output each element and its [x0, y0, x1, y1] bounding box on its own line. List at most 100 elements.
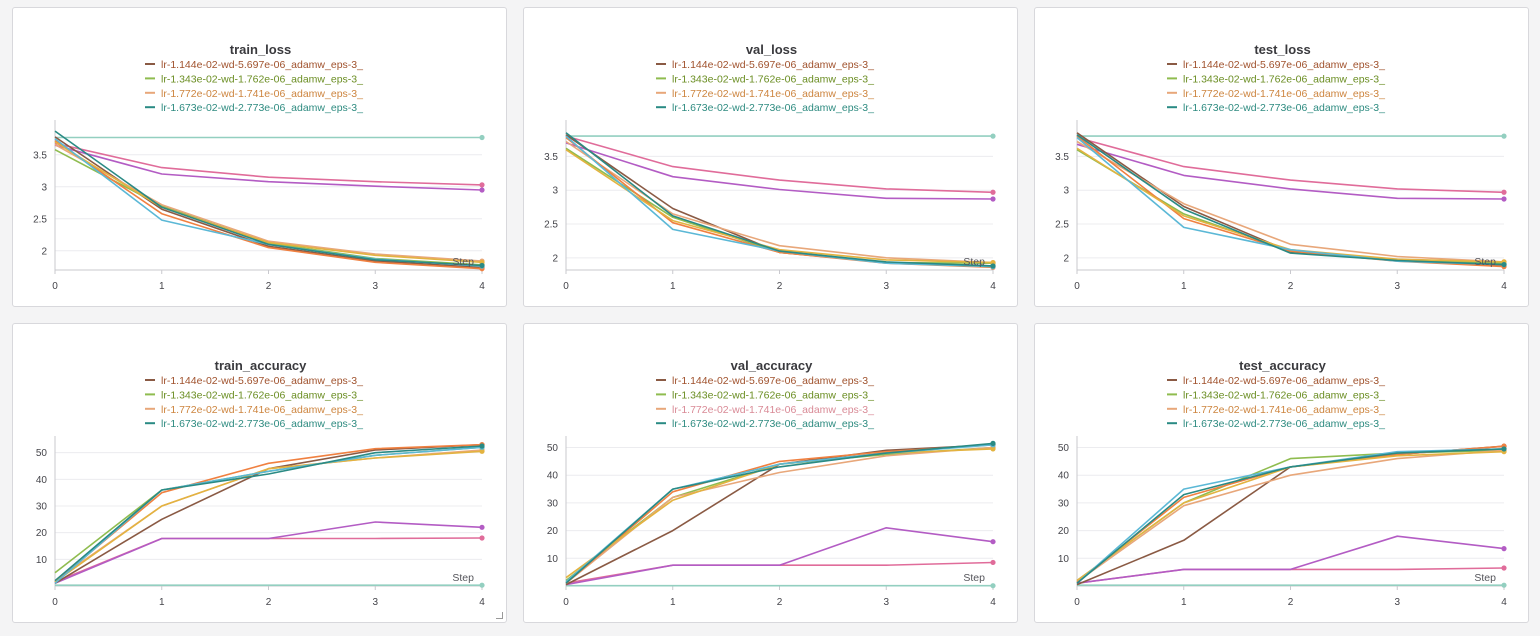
legend-item-label[interactable]: lr-1.673e-02-wd-2.773e-06_adamw_eps-3_: [161, 102, 363, 114]
legend-item-label[interactable]: lr-1.144e-02-wd-5.697e-06_adamw_eps-3_: [1183, 375, 1385, 387]
legend-item-label[interactable]: lr-1.772e-02-wd-1.741e-06_adamw_eps-3_: [672, 88, 874, 100]
series-line[interactable]: [1076, 449, 1505, 582]
legend-item-label[interactable]: lr-1.772e-02-wd-1.741e-06_adamw_eps-3_: [161, 404, 363, 416]
series-end-point[interactable]: [1501, 446, 1507, 452]
series-line[interactable]: [565, 527, 994, 586]
series-line[interactable]: [54, 141, 483, 264]
legend-item-label[interactable]: lr-1.343e-02-wd-1.762e-06_adamw_eps-3_: [1183, 389, 1385, 401]
series-line[interactable]: [54, 140, 483, 270]
legend-item-label[interactable]: lr-1.343e-02-wd-1.762e-06_adamw_eps-3_: [161, 389, 363, 401]
series-end-point[interactable]: [479, 182, 485, 188]
series-line[interactable]: [1076, 140, 1505, 263]
series-end-point[interactable]: [990, 189, 996, 195]
legend-item-label[interactable]: lr-1.343e-02-wd-1.762e-06_adamw_eps-3_: [672, 73, 874, 85]
series-line[interactable]: [54, 445, 483, 582]
legend-item-label[interactable]: lr-1.673e-02-wd-2.773e-06_adamw_eps-3_: [1183, 102, 1385, 114]
series-line[interactable]: [54, 142, 483, 186]
legend-item-label[interactable]: lr-1.673e-02-wd-2.773e-06_adamw_eps-3_: [672, 418, 874, 430]
series-line[interactable]: [1076, 143, 1505, 200]
legend-item-label[interactable]: lr-1.673e-02-wd-2.773e-06_adamw_eps-3_: [672, 102, 874, 114]
series-line[interactable]: [54, 521, 483, 585]
series-end-point[interactable]: [1501, 196, 1507, 202]
series-end-point[interactable]: [990, 133, 996, 139]
chart-panel-train-accuracy[interactable]: train_accuracy lr-1.144e-02-wd-5.697e-06_…: [12, 323, 507, 623]
series-end-point[interactable]: [479, 524, 485, 530]
series-line[interactable]: [565, 142, 994, 200]
series-line[interactable]: [54, 446, 483, 584]
series-line[interactable]: [565, 442, 994, 584]
series-line[interactable]: [565, 444, 994, 583]
series-line[interactable]: [565, 135, 994, 268]
chart-title: test_loss: [1254, 42, 1310, 57]
series-line[interactable]: [54, 144, 483, 191]
series-line[interactable]: [54, 449, 483, 582]
series-line[interactable]: [565, 444, 994, 584]
chart-title: train_accuracy: [215, 358, 308, 373]
chart-panel-test-accuracy[interactable]: test_accuracy lr-1.144e-02-wd-5.697e-06_a…: [1034, 323, 1529, 623]
chart-title: train_loss: [230, 42, 291, 57]
series-line[interactable]: [1076, 136, 1505, 194]
legend-item-label[interactable]: lr-1.144e-02-wd-5.697e-06_adamw_eps-3_: [1183, 59, 1385, 71]
series-end-point[interactable]: [990, 440, 996, 446]
series-end-point[interactable]: [990, 446, 996, 452]
series-line[interactable]: [54, 443, 483, 584]
series-end-point[interactable]: [990, 539, 996, 545]
legend-item-label[interactable]: lr-1.343e-02-wd-1.762e-06_adamw_eps-3_: [1183, 73, 1385, 85]
series-line[interactable]: [565, 149, 994, 264]
series-line[interactable]: [565, 132, 994, 267]
legend-item-label[interactable]: lr-1.144e-02-wd-5.697e-06_adamw_eps-3_: [161, 59, 363, 71]
series-end-point[interactable]: [1501, 189, 1507, 195]
series-end-point[interactable]: [1501, 582, 1507, 588]
legend-item-label[interactable]: lr-1.772e-02-wd-1.741e-06_adamw_eps-3_: [1183, 88, 1385, 100]
legend-item-label[interactable]: lr-1.343e-02-wd-1.762e-06_adamw_eps-3_: [672, 389, 874, 401]
resize-handle-icon[interactable]: [496, 612, 503, 619]
series-line[interactable]: [1076, 448, 1505, 584]
x-axis-label: Step: [963, 256, 985, 268]
legend-item-label[interactable]: lr-1.144e-02-wd-5.697e-06_adamw_eps-3_: [672, 59, 874, 71]
series-line[interactable]: [1076, 448, 1505, 584]
series-end-point[interactable]: [1501, 546, 1507, 552]
legend-item-label[interactable]: lr-1.144e-02-wd-5.697e-06_adamw_eps-3_: [672, 375, 874, 387]
series-end-point[interactable]: [990, 196, 996, 202]
series-line[interactable]: [1076, 449, 1505, 583]
y-tick-label: 40: [1058, 471, 1070, 482]
series-line[interactable]: [54, 443, 483, 583]
series-end-point[interactable]: [479, 448, 485, 454]
series-line[interactable]: [1076, 450, 1505, 582]
legend-item-label[interactable]: lr-1.144e-02-wd-5.697e-06_adamw_eps-3_: [161, 375, 363, 387]
legend-item-label[interactable]: lr-1.673e-02-wd-2.773e-06_adamw_eps-3_: [161, 418, 363, 430]
legend-item-label[interactable]: lr-1.343e-02-wd-1.762e-06_adamw_eps-3_: [161, 73, 363, 85]
series-line[interactable]: [565, 136, 994, 269]
series-line[interactable]: [1076, 535, 1505, 584]
series-end-point[interactable]: [990, 559, 996, 566]
legend-item-label[interactable]: lr-1.772e-02-wd-1.741e-06_adamw_eps-3_: [161, 88, 363, 100]
legend-item-label[interactable]: lr-1.772e-02-wd-1.741e-06_adamw_eps-3_: [672, 404, 874, 416]
chart-panel-val-accuracy[interactable]: val_accuracy lr-1.144e-02-wd-5.697e-06_ad…: [523, 323, 1018, 623]
y-tick-label: 3.5: [1055, 152, 1069, 163]
series-end-point[interactable]: [1501, 261, 1507, 268]
series-end-point[interactable]: [479, 582, 485, 588]
series-end-point[interactable]: [479, 535, 485, 541]
series-line[interactable]: [54, 130, 483, 267]
legend-item-label[interactable]: lr-1.673e-02-wd-2.773e-06_adamw_eps-3_: [1183, 418, 1385, 430]
series-end-point[interactable]: [479, 262, 485, 269]
x-tick-label: 4: [479, 597, 485, 608]
series-line[interactable]: [565, 446, 994, 584]
series-end-point[interactable]: [1501, 133, 1507, 139]
series-end-point[interactable]: [990, 263, 996, 269]
series-end-point[interactable]: [479, 443, 485, 449]
series-line[interactable]: [54, 446, 483, 574]
chart-panel-test-loss[interactable]: test_loss lr-1.144e-02-wd-5.697e-06_adamw…: [1034, 7, 1529, 307]
chart-panel-val-loss[interactable]: val_loss lr-1.144e-02-wd-5.697e-06_adamw_…: [523, 7, 1018, 307]
series-end-point[interactable]: [990, 583, 996, 589]
series-end-point[interactable]: [479, 187, 485, 193]
chart-panel-train-loss[interactable]: train_loss lr-1.144e-02-wd-5.697e-06_adam…: [12, 7, 507, 307]
series-line[interactable]: [565, 135, 994, 194]
series-line[interactable]: [54, 450, 483, 583]
series-end-point[interactable]: [479, 134, 485, 141]
series-line[interactable]: [565, 140, 994, 264]
legend-item-label[interactable]: lr-1.772e-02-wd-1.741e-06_adamw_eps-3_: [1183, 404, 1385, 416]
series-line[interactable]: [1076, 134, 1505, 266]
series-end-point[interactable]: [1501, 565, 1507, 571]
series-line[interactable]: [1076, 149, 1505, 264]
